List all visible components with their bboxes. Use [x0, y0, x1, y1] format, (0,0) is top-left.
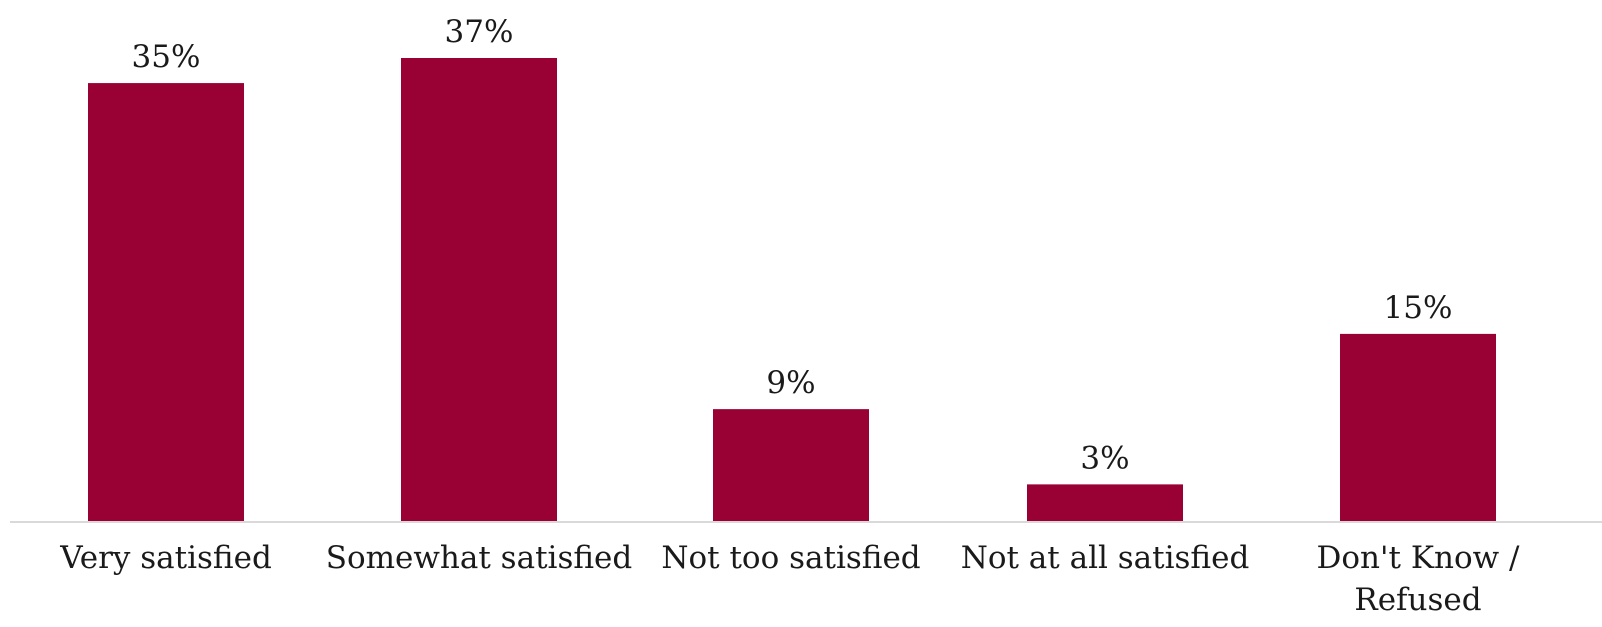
category-label-4-line-0: Don't Know /: [1317, 540, 1520, 576]
category-label-3-line-0: Not at all satisfied: [961, 540, 1250, 576]
value-labels-group: 35% 37% 9% 3% 15%: [132, 14, 1453, 476]
value-label-3: 3%: [1080, 440, 1129, 476]
bar-1: [401, 58, 557, 522]
category-label-1-line-0: Somewhat satisfied: [326, 540, 632, 576]
bar-4: [1340, 333, 1496, 522]
category-label-0-line-0: Very satisfied: [59, 540, 272, 576]
bars-group: [88, 58, 1496, 522]
category-label-2: Not too satisfied: [661, 540, 920, 576]
bar-3: [1027, 484, 1183, 522]
value-label-0: 35%: [132, 39, 201, 75]
category-label-1: Somewhat satisfied: [326, 540, 632, 576]
category-label-3: Not at all satisfied: [961, 540, 1250, 576]
category-label-4-line-1: Refused: [1354, 582, 1481, 618]
value-label-1: 37%: [445, 14, 514, 50]
value-label-2: 9%: [766, 365, 815, 401]
category-label-4: Don't Know / Refused: [1317, 540, 1520, 618]
bar-0: [88, 83, 244, 522]
value-label-4: 15%: [1384, 290, 1453, 326]
category-label-0: Very satisfied: [59, 540, 272, 576]
category-label-2-line-0: Not too satisfied: [661, 540, 920, 576]
category-labels-group: Very satisfied Somewhat satisfied Not too …: [59, 540, 1520, 618]
bar-2: [713, 409, 869, 522]
